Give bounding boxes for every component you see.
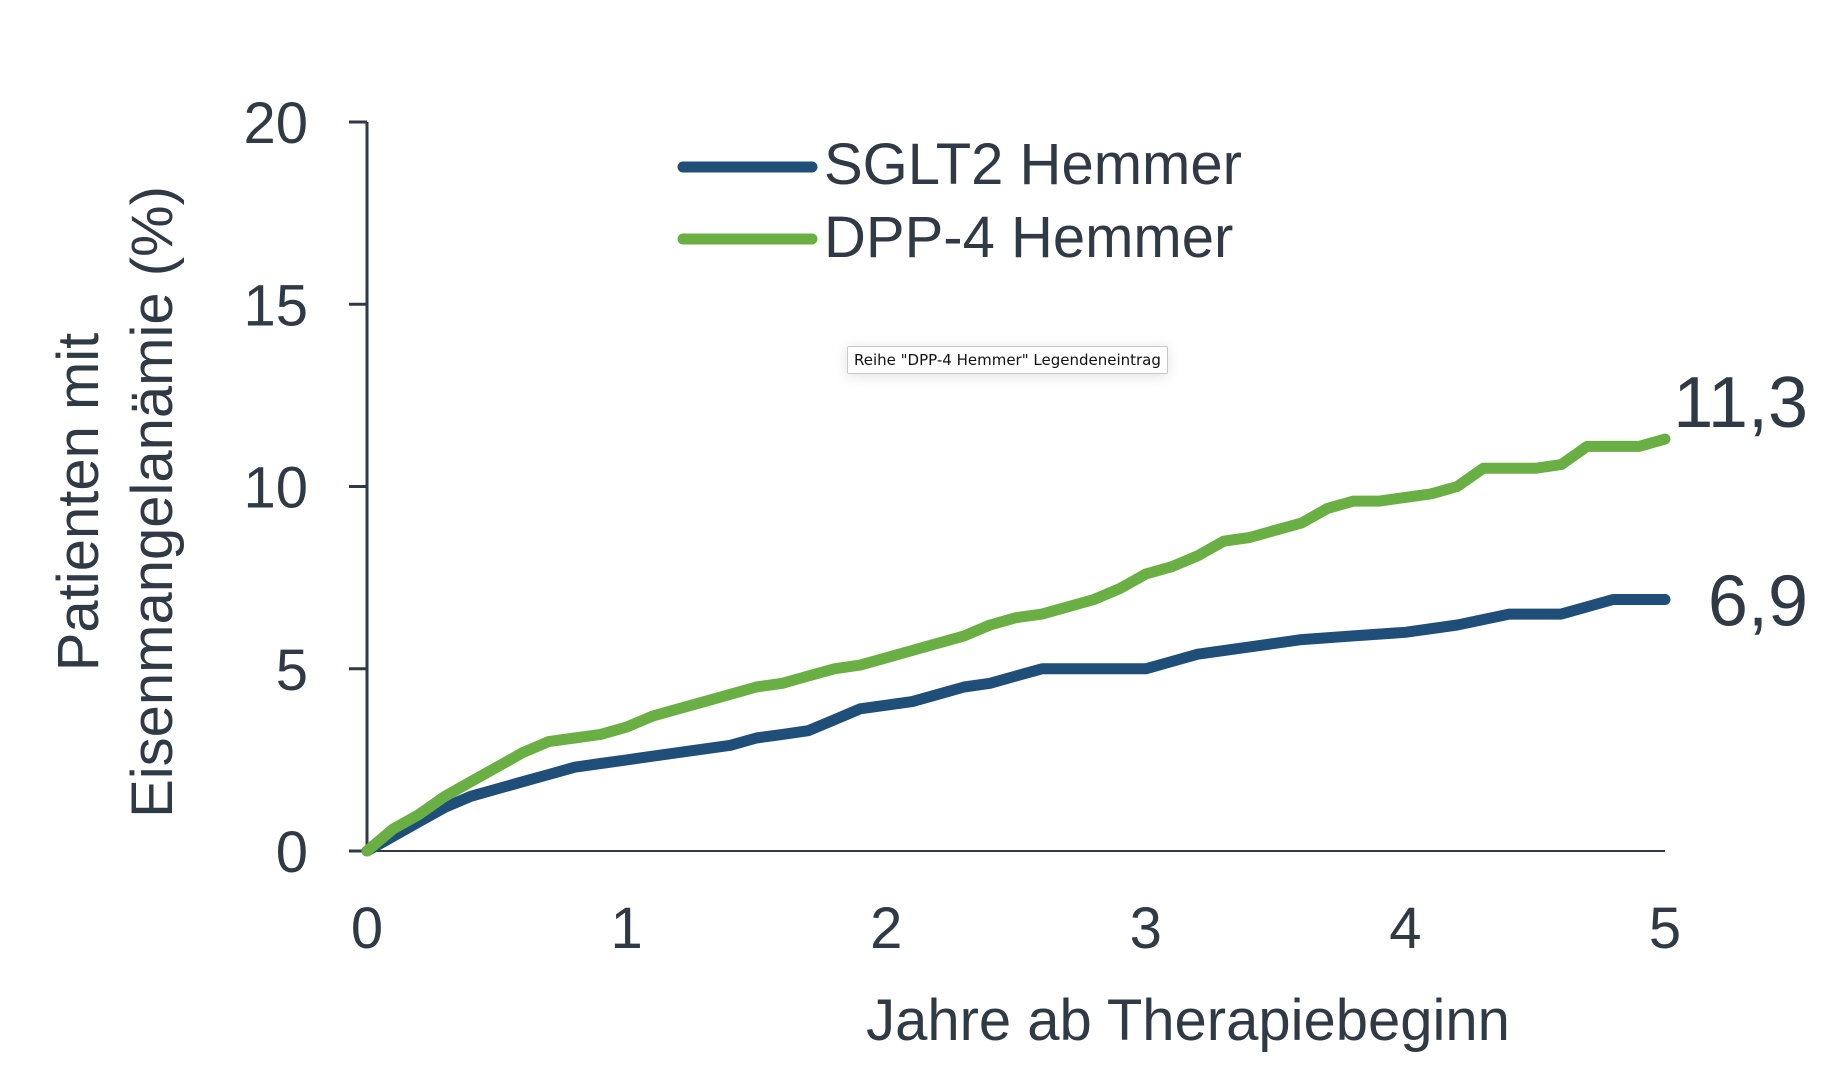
x-ticks: 0 1 2 3 4 5 bbox=[351, 896, 1681, 961]
x-tick-label: 5 bbox=[1649, 896, 1681, 961]
x-tick-label: 1 bbox=[610, 896, 642, 961]
series-line-sglt2[interactable] bbox=[361, 594, 1671, 857]
legend-label-sglt2: SGLT2 Hemmer bbox=[824, 132, 1242, 197]
y-tick-label: 5 bbox=[276, 638, 308, 703]
end-labels: 6,9 11,3 bbox=[1673, 363, 1808, 641]
end-value-label-dpp4: 11,3 bbox=[1673, 363, 1808, 443]
x-tick-label: 0 bbox=[351, 896, 383, 961]
y-tick-label: 15 bbox=[243, 273, 308, 338]
y-tick-label: 10 bbox=[243, 456, 308, 521]
y-ticks: 0 5 10 15 20 bbox=[243, 91, 367, 885]
series-layer bbox=[361, 433, 1671, 857]
y-axis-label: Patienten mit Eisenmangelanämie (%) bbox=[46, 186, 185, 818]
x-tick-label: 3 bbox=[1130, 896, 1162, 961]
legend-label-dpp4: DPP-4 Hemmer bbox=[824, 205, 1233, 270]
x-tick-label: 2 bbox=[870, 896, 902, 961]
series-line-dpp4[interactable] bbox=[361, 433, 1671, 857]
end-value-label-sglt2: 6,9 bbox=[1708, 561, 1808, 641]
y-tick-label: 20 bbox=[243, 91, 308, 156]
y-tick-label: 0 bbox=[276, 820, 308, 885]
y-axis-label-line-1: Patienten mit bbox=[46, 333, 111, 672]
legend-entry-tooltip: Reihe "DPP-4 Hemmer" Legendeneintrag bbox=[847, 346, 1168, 374]
x-axis-label: Jahre ab Therapiebeginn bbox=[866, 988, 1510, 1053]
y-axis-label-line-2: Eisenmangelanämie (%) bbox=[120, 186, 185, 818]
legend[interactable]: SGLT2 Hemmer DPP-4 Hemmer bbox=[677, 132, 1242, 270]
x-tick-label: 4 bbox=[1389, 896, 1421, 961]
